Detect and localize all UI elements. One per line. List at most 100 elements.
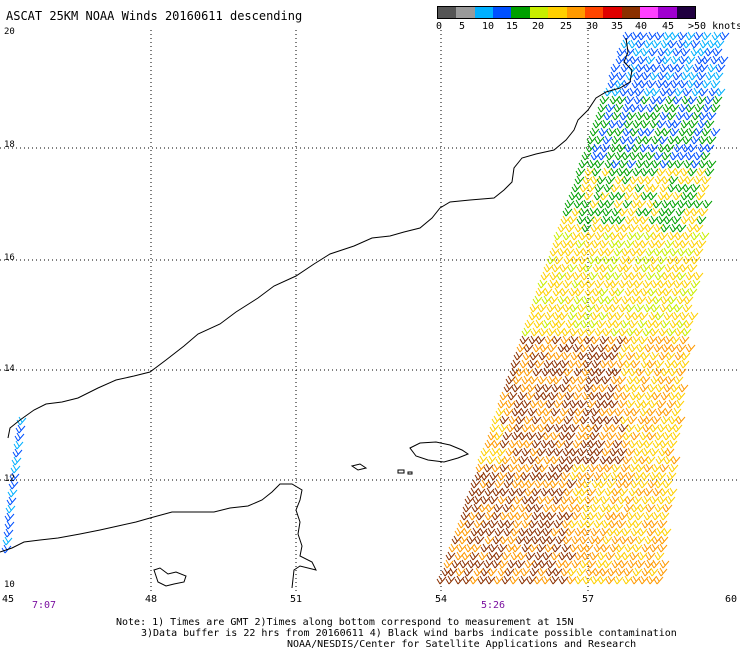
wind-barb	[594, 304, 603, 312]
wind-barb	[570, 328, 579, 336]
wind-barb	[470, 552, 479, 560]
wind-barb	[617, 72, 626, 80]
wind-barb	[711, 128, 720, 136]
wind-barb	[564, 416, 573, 424]
wind-barb	[672, 288, 681, 296]
wind-barb	[437, 576, 446, 584]
wind-barb	[670, 152, 679, 160]
wind-barb	[585, 472, 594, 480]
wind-barb	[695, 104, 704, 112]
wind-barb	[636, 560, 645, 568]
wind-barb	[652, 512, 661, 520]
lat-tick: 12	[4, 474, 15, 484]
wind-barb	[601, 216, 610, 224]
wind-barb	[644, 184, 653, 192]
wind-barb	[535, 480, 544, 488]
wind-barb	[506, 400, 515, 408]
note-line-1: Note: 1) Times are GMT 2)Times along bot…	[116, 617, 574, 628]
wind-barb	[484, 464, 493, 472]
wind-barb	[579, 160, 588, 168]
wind-barb	[650, 72, 659, 80]
wind-barb	[606, 104, 615, 112]
wind-barb	[494, 432, 503, 440]
wind-barb	[630, 152, 639, 160]
wind-barb	[603, 208, 612, 216]
wind-barb	[514, 352, 523, 360]
wind-barb	[606, 368, 615, 376]
wind-barb	[700, 232, 709, 240]
wind-barb	[635, 424, 644, 432]
wind-barb	[543, 504, 552, 512]
wind-barb	[599, 312, 608, 320]
wind-barb	[498, 544, 507, 552]
wind-barb	[640, 384, 649, 392]
wind-barb	[522, 424, 531, 432]
wind-barb	[602, 448, 611, 456]
wind-barb	[520, 360, 529, 368]
wind-barb	[612, 112, 621, 120]
wind-barb	[621, 40, 630, 48]
wind-barb	[716, 64, 725, 72]
wind-barb	[700, 184, 709, 192]
wind-barb	[504, 480, 513, 488]
wind-barb	[599, 128, 608, 136]
wind-barb	[664, 192, 673, 200]
wind-barb	[489, 544, 498, 552]
wind-barb	[610, 496, 619, 504]
wind-barb	[680, 336, 689, 344]
wind-barb	[631, 336, 640, 344]
wind-barb	[573, 440, 582, 448]
wind-barb	[649, 48, 658, 56]
wind-barb	[561, 472, 570, 480]
note-line-3: NOAA/NESDIS/Center for Satellite Applica…	[287, 639, 636, 650]
wind-barb	[532, 416, 541, 424]
wind-barb	[681, 216, 690, 224]
wind-barb	[492, 464, 501, 472]
wind-barb	[673, 72, 682, 80]
wind-barb	[667, 472, 676, 480]
wind-barb	[633, 120, 642, 128]
wind-barb	[629, 344, 638, 352]
wind-barb	[648, 336, 657, 344]
wind-barb	[612, 368, 621, 376]
wind-barb	[543, 384, 552, 392]
wind-barb	[714, 72, 723, 80]
wind-barb	[452, 560, 461, 568]
wind-barb	[591, 312, 600, 320]
wind-barb	[599, 384, 608, 392]
wind-barb	[550, 576, 559, 584]
wind-barb	[533, 368, 542, 376]
wind-barb	[12, 457, 21, 465]
wind-barb	[649, 312, 658, 320]
wind-barb	[569, 336, 578, 344]
wind-barb	[702, 80, 711, 88]
lon-tick: 48	[145, 594, 157, 605]
wind-barb	[661, 416, 670, 424]
wind-barb	[609, 72, 618, 80]
wind-barb	[691, 40, 700, 48]
wind-barb	[542, 576, 551, 584]
wind-barb	[661, 320, 670, 328]
wind-barb	[644, 40, 653, 48]
wind-barb	[589, 272, 598, 280]
wind-barb	[500, 464, 509, 472]
wind-barb	[586, 144, 595, 152]
wind-barb	[510, 576, 519, 584]
wind-barb	[581, 320, 590, 328]
wind-barb	[658, 544, 667, 552]
wind-barb	[541, 272, 550, 280]
wind-barb	[663, 480, 672, 488]
wind-barb	[489, 520, 498, 528]
wind-barb	[578, 376, 587, 384]
wind-barb	[622, 296, 631, 304]
wind-barb	[442, 568, 451, 576]
wind-barb	[681, 352, 690, 360]
wind-barb	[598, 480, 607, 488]
wind-barb	[554, 424, 563, 432]
wind-barb	[602, 376, 611, 384]
wind-barb	[639, 480, 648, 488]
wind-barb	[625, 240, 634, 248]
lon-tick: 51	[290, 594, 302, 605]
wind-barb	[14, 441, 23, 449]
wind-barb	[471, 480, 480, 488]
